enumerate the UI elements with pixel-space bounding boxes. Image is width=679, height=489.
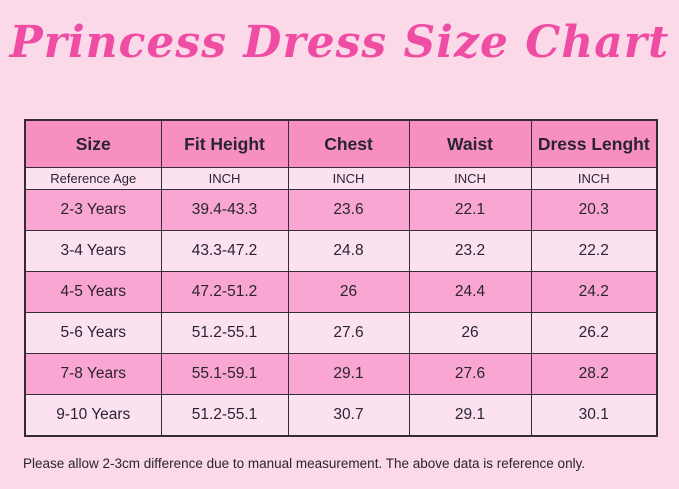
cell-waist: 26	[408, 312, 532, 354]
cell-size: 2-3 Years	[24, 189, 162, 231]
unit-cell: INCH	[287, 167, 410, 190]
cell-chest: 30.7	[287, 394, 410, 437]
header-cell-waist: Waist	[408, 119, 532, 168]
cell-dress-length: 22.2	[530, 230, 658, 272]
cell-fit-height: 55.1-59.1	[160, 353, 289, 395]
cell-dress-length: 30.1	[530, 394, 658, 437]
page-title: Princess Dress Size Chart	[9, 17, 670, 68]
cell-dress-length: 26.2	[530, 312, 658, 354]
table-row: 9-10 Years 51.2-55.1 30.7 29.1 30.1	[24, 394, 658, 437]
unit-cell: INCH	[408, 167, 532, 190]
cell-size: 4-5 Years	[24, 271, 162, 313]
header-cell-fit-height: Fit Height	[160, 119, 289, 168]
cell-fit-height: 51.2-55.1	[160, 312, 289, 354]
table-header-row: Size Fit Height Chest Waist Dress Lenght	[24, 119, 658, 168]
table-row: 4-5 Years 47.2-51.2 26 24.4 24.2	[24, 271, 658, 313]
cell-waist: 29.1	[408, 394, 532, 437]
size-chart-table: Size Fit Height Chest Waist Dress Lenght…	[24, 119, 658, 437]
cell-fit-height: 51.2-55.1	[160, 394, 289, 437]
cell-chest: 23.6	[287, 189, 410, 231]
cell-fit-height: 47.2-51.2	[160, 271, 289, 313]
cell-chest: 24.8	[287, 230, 410, 272]
header-cell-size: Size	[24, 119, 162, 168]
table-row: 7-8 Years 55.1-59.1 29.1 27.6 28.2	[24, 353, 658, 395]
cell-waist: 23.2	[408, 230, 532, 272]
table-row: 3-4 Years 43.3-47.2 24.8 23.2 22.2	[24, 230, 658, 272]
cell-size: 9-10 Years	[24, 394, 162, 437]
table-row: 5-6 Years 51.2-55.1 27.6 26 26.2	[24, 312, 658, 354]
cell-chest: 26	[287, 271, 410, 313]
header-cell-chest: Chest	[287, 119, 410, 168]
cell-size: 5-6 Years	[24, 312, 162, 354]
cell-waist: 24.4	[408, 271, 532, 313]
cell-dress-length: 28.2	[530, 353, 658, 395]
cell-fit-height: 39.4-43.3	[160, 189, 289, 231]
footer-note: Please allow 2-3cm difference due to man…	[23, 456, 586, 471]
cell-dress-length: 20.3	[530, 189, 658, 231]
reference-age-cell: Reference Age	[24, 167, 162, 190]
cell-size: 3-4 Years	[24, 230, 162, 272]
units-row: Reference Age INCH INCH INCH INCH	[24, 167, 658, 190]
unit-cell: INCH	[530, 167, 658, 190]
cell-chest: 27.6	[287, 312, 410, 354]
cell-dress-length: 24.2	[530, 271, 658, 313]
table-row: 2-3 Years 39.4-43.3 23.6 22.1 20.3	[24, 189, 658, 231]
header-cell-dress-length: Dress Lenght	[530, 119, 658, 168]
cell-waist: 22.1	[408, 189, 532, 231]
unit-cell: INCH	[160, 167, 289, 190]
cell-waist: 27.6	[408, 353, 532, 395]
cell-size: 7-8 Years	[24, 353, 162, 395]
cell-chest: 29.1	[287, 353, 410, 395]
cell-fit-height: 43.3-47.2	[160, 230, 289, 272]
